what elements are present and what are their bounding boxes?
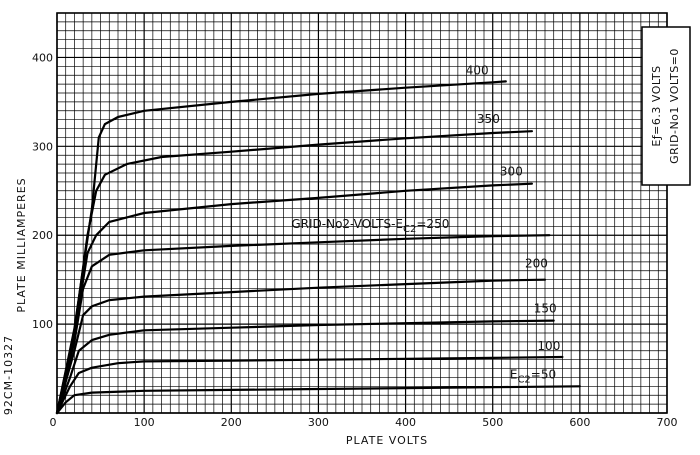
curve-label-250: GRID-No2-VOLTS-EC2=250 [291,217,449,235]
curve-label-400: 400 [466,63,489,77]
x-axis-label: PLATE VOLTS [346,434,428,447]
curve-ec2-50 [55,385,581,415]
curves [55,80,581,415]
curve-ec2-150 [55,319,555,415]
curve-label-50: EC2=50 [510,367,556,385]
grid [56,12,668,414]
curve-label-150: 150 [534,302,557,316]
x-tick-label: 400 [395,416,416,429]
x-tick-label: 500 [482,416,503,429]
curve-label-200: 200 [525,257,548,271]
y-tick-label: 100 [32,318,53,331]
figure-id: 92CM-10327 [2,335,15,415]
curve-ec2-100 [55,355,564,415]
x-tick-label: 700 [657,416,678,429]
curve-ec2-350 [55,130,533,415]
curve-ec2-250 [55,234,551,415]
y-tick-labels: 100 200 300 400 [32,51,53,331]
x-tick-label: 600 [569,416,590,429]
curve-label-100: 100 [537,339,560,353]
origin-tick-label: 0 [50,416,57,429]
y-axis-label: PLATE MILLIAMPERES [15,177,28,312]
x-tick-label: 200 [221,416,242,429]
x-tick-label: 100 [134,416,155,429]
x-tick-labels: 100 200 300 400 500 600 700 0 [50,416,678,429]
y-tick-label: 400 [32,51,53,64]
curve-labels: 400 350 300 GRID-No2-VOLTS-EC2=250 200 150 100… [291,63,560,385]
grid1-voltage-note: GRID-No1 VOLTS=0 [668,48,681,164]
heater-voltage-note: Eƒ=6.3 VOLTS [650,65,663,146]
curve-label-300: 300 [500,165,523,179]
y-tick-label: 200 [32,229,53,242]
curve-ec2-300 [55,182,533,415]
conditions-note: Eƒ=6.3 VOLTS GRID-No1 VOLTS=0 [641,26,691,186]
x-tick-label: 300 [308,416,329,429]
curve-label-350: 350 [477,112,500,126]
y-tick-label: 300 [32,140,53,153]
curve-ec2-200 [55,278,547,415]
plot-frame [56,12,668,414]
